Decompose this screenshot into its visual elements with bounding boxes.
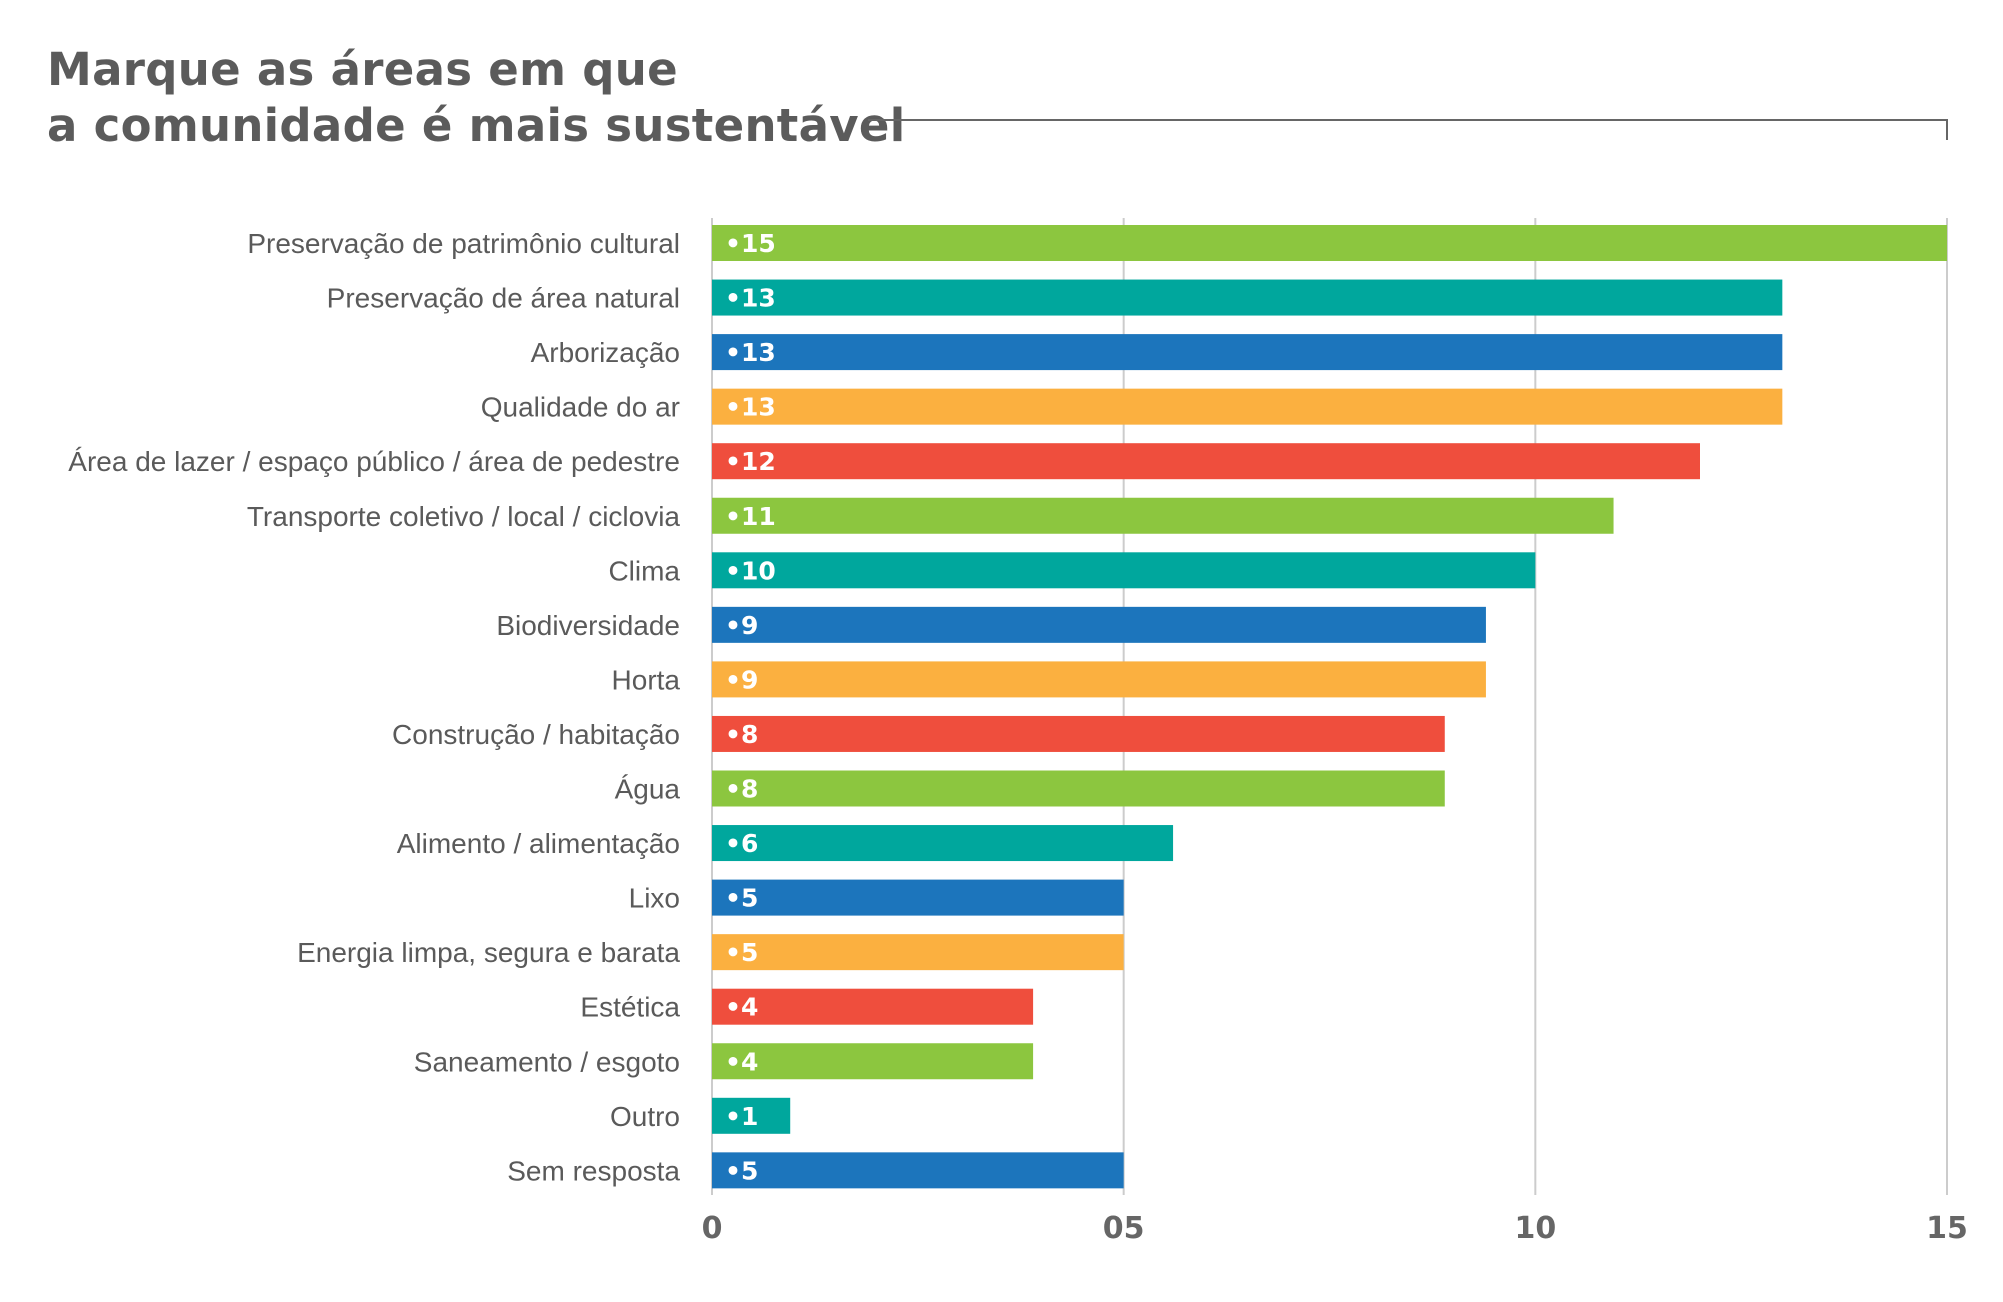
category-label: Alimento / alimentação	[397, 828, 680, 859]
category-labels: Preservação de patrimônio cultural Preser…	[68, 228, 680, 1186]
bar	[712, 1097, 791, 1134]
category-label: Qualidade do ar	[481, 392, 680, 423]
category-label: Horta	[612, 664, 681, 695]
value-label: •4	[725, 1047, 758, 1076]
value-label: •13	[725, 393, 776, 422]
category-label: Energia limpa, segura e barata	[297, 937, 680, 968]
x-tick-label: 15	[1926, 1211, 1968, 1246]
value-labels: •15 •13 •13 •13 •12 •11 •10 •9 •9 •8 •8 •6 •5 •5 •4 •4 •…	[725, 229, 776, 1185]
bar	[712, 988, 1034, 1025]
bars	[712, 225, 1947, 1189]
bar	[712, 606, 1486, 643]
bar	[712, 1152, 1124, 1189]
value-label: •9	[725, 611, 758, 640]
bar	[712, 661, 1486, 698]
value-label: •13	[725, 338, 776, 367]
chart-title-line-1: Marque as áreas em que	[47, 43, 678, 96]
category-label: Sem resposta	[507, 1155, 680, 1186]
value-label: •9	[725, 665, 758, 694]
value-label: •1	[725, 1102, 758, 1131]
value-label: •5	[725, 938, 758, 967]
bar	[712, 879, 1124, 916]
category-label: Lixo	[629, 883, 680, 914]
category-label: Transporte coletivo / local / ciclovia	[247, 501, 681, 532]
bar	[712, 443, 1700, 480]
category-label: Biodiversidade	[496, 610, 680, 641]
bar	[712, 1043, 1034, 1080]
bar	[712, 934, 1124, 971]
value-label: •5	[725, 1156, 758, 1185]
bar	[712, 715, 1445, 752]
bar	[712, 552, 1536, 589]
x-tick-label: 10	[1514, 1211, 1556, 1246]
value-label: •13	[725, 284, 776, 313]
bar	[712, 279, 1783, 316]
bar	[712, 825, 1174, 862]
category-label: Outro	[610, 1101, 680, 1132]
category-label: Preservação de área natural	[327, 283, 680, 314]
chart-title-line-2: a comunidade é mais sustentável	[47, 99, 906, 152]
category-label: Preservação de patrimônio cultural	[247, 228, 680, 259]
gridlines	[711, 218, 1948, 1195]
x-axis-tick-labels: 0 05 10 15	[702, 1211, 1968, 1246]
category-label: Construção / habitação	[392, 719, 680, 750]
bar	[712, 497, 1614, 534]
value-label: •15	[725, 229, 776, 258]
title-rule	[868, 119, 1948, 140]
x-tick-label: 0	[702, 1211, 723, 1246]
category-label: Clima	[608, 555, 680, 586]
chart-title: Marque as áreas em que a comunidade é ma…	[47, 42, 905, 154]
value-label: •12	[725, 447, 776, 476]
value-label: •11	[725, 502, 776, 531]
category-label: Área de lazer / espaço público / área de…	[68, 446, 680, 477]
category-label: Estética	[580, 992, 680, 1023]
value-label: •10	[725, 556, 776, 585]
value-label: •8	[725, 720, 758, 749]
bar	[712, 225, 1947, 261]
value-label: •4	[725, 993, 758, 1022]
bar	[712, 770, 1445, 807]
bar	[712, 334, 1783, 371]
bar	[712, 388, 1783, 425]
value-label: •8	[725, 775, 758, 804]
category-label: Arborização	[531, 337, 680, 368]
value-label: •5	[725, 884, 758, 913]
category-label: Água	[615, 774, 681, 805]
value-label: •6	[725, 829, 758, 858]
category-label: Saneamento / esgoto	[414, 1046, 680, 1077]
x-tick-label: 05	[1103, 1211, 1145, 1246]
